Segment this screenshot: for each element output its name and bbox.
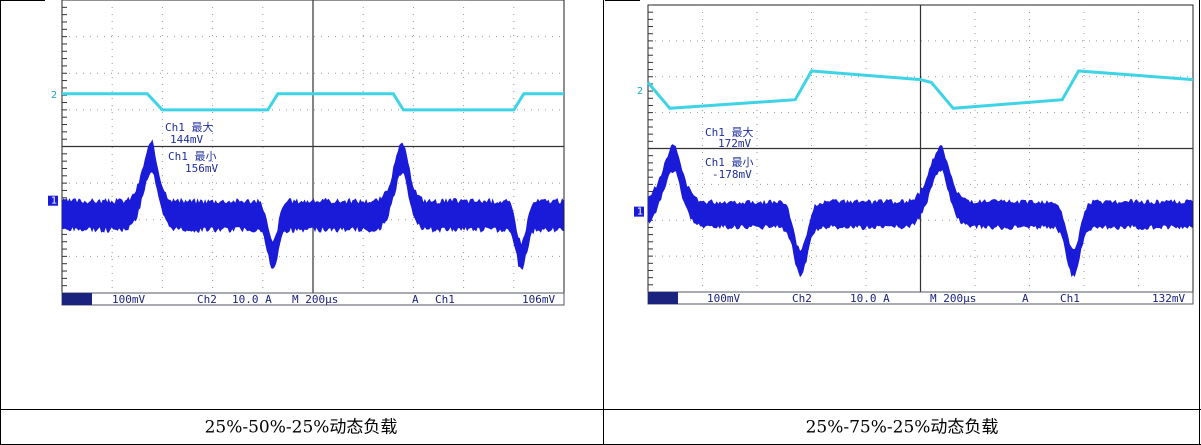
measurement-value: 172mV [718, 137, 751, 150]
measurement-value: -178mV [712, 168, 752, 181]
status-text: Ch1 [64, 293, 84, 306]
status-text: M 200μs [292, 293, 338, 306]
measurement-value: 144mV [170, 133, 203, 146]
measurement-value: 156mV [185, 162, 218, 175]
status-text: A [412, 293, 419, 306]
status-text: A [1022, 292, 1029, 305]
status-text: 100mV [707, 292, 740, 305]
status-text: M 200μs [930, 292, 976, 305]
status-text: Ch2 [792, 292, 812, 305]
status-text: Ch1 [1060, 292, 1080, 305]
status-text: Ch1 [650, 292, 670, 305]
status-text: 106mV [522, 293, 555, 306]
status-text: 100mV [112, 293, 145, 306]
document-page: 25%-50%-25%动态负载 25%-75%-25%动态负载 2 1 Ch1 最大… [0, 0, 1201, 445]
status-text: 10.0 A [850, 292, 890, 305]
status-text: 132mV [1152, 292, 1185, 305]
channel-marker: 1 [51, 196, 57, 207]
measurement-label: Ch1 最大 [165, 120, 214, 134]
status-text: Ch2 [197, 293, 217, 306]
caption: 25%-75%-25%动态负载 [806, 418, 999, 438]
caption: 25%-50%-25%动态负载 [205, 418, 398, 438]
channel-marker: 2 [51, 90, 57, 101]
status-text: 10.0 A [232, 293, 272, 306]
channel-marker: 2 [637, 86, 643, 97]
status-text: Ch1 [435, 293, 455, 306]
channel-marker: 1 [637, 207, 643, 218]
